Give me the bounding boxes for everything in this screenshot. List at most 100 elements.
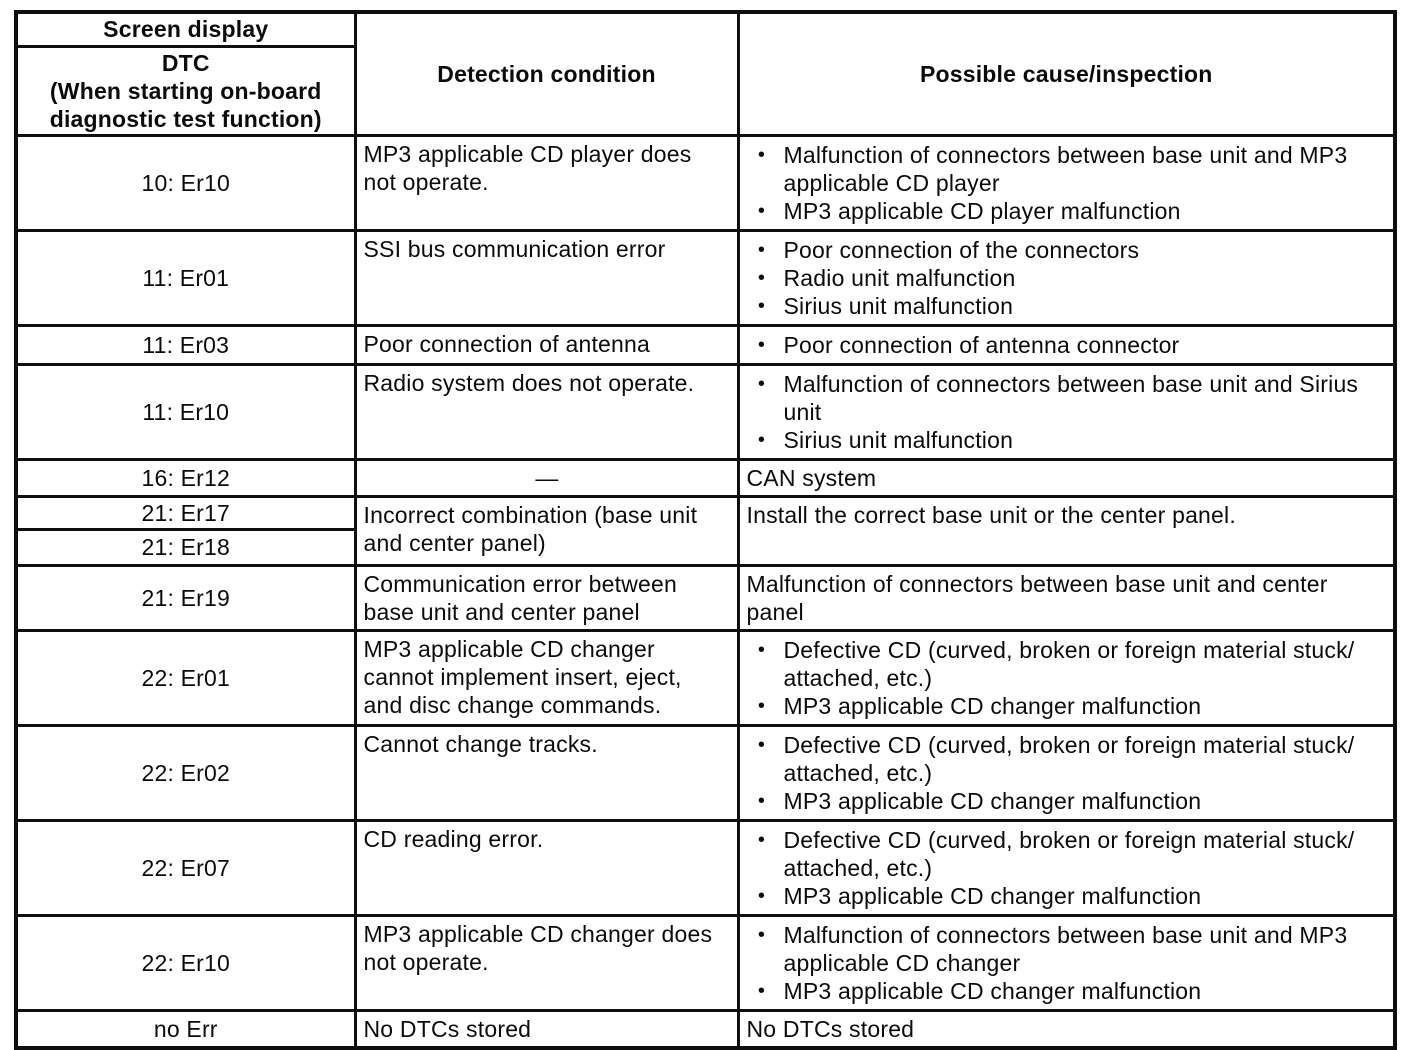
detection-cell: MP3 applicable CD player does not operat…: [353, 133, 740, 232]
cause-cell: Malfunction of connectors between base u…: [736, 563, 1397, 632]
detection-cell: MP3 applicable CD changer cannot impleme…: [353, 628, 740, 727]
cause-cell: CAN system: [736, 457, 1397, 498]
cause-item-text: Malfunction of connectors between base u…: [783, 141, 1348, 196]
table-row: 21: Er18: [14, 527, 1395, 567]
header-row-screen-display: Screen display Detection condition Possi…: [14, 10, 1397, 137]
cause-text: No DTCs stored: [746, 1015, 915, 1042]
detection-cell: Communication error between base unit an…: [353, 563, 740, 632]
cause-item-text: MP3 applicable CD changer malfunction: [783, 692, 1202, 719]
bullet-icon: •: [757, 828, 766, 851]
header-possible-cause: Possible cause/inspection: [736, 10, 1397, 137]
table-row: 11: Er10 Radio system does not operate. • M…: [14, 362, 1397, 461]
cause-bullet-list: • Malfunction of connectors between base …: [741, 367, 1392, 456]
table-row: 16: Er12— CAN system: [14, 457, 1397, 498]
bullet-icon: •: [757, 979, 766, 1002]
cause-bullet-list: • Malfunction of connectors between base …: [741, 918, 1392, 1007]
cause-cell: • Defective CD (curved, broken or foreign…: [736, 818, 1397, 917]
header-screen-display: Screen display: [14, 10, 357, 48]
bullet-icon: •: [757, 199, 766, 222]
cause-item: • MP3 applicable CD changer malfunction: [741, 977, 1387, 1005]
cause-cell: No DTCs stored: [736, 1008, 1397, 1049]
cause-item: • MP3 applicable CD changer malfunction: [741, 692, 1387, 720]
cause-cell: • Malfunction of connectors between base …: [736, 133, 1397, 232]
dtc-cell: 21: Er17: [14, 494, 357, 531]
cause-item: • Defective CD (curved, broken or foreign…: [741, 731, 1387, 787]
cause-bullet-list: • Poor connection of the connectors • Radio…: [741, 233, 1392, 322]
bullet-icon: •: [757, 143, 766, 166]
detection-cell: Cannot change tracks.: [353, 723, 740, 822]
dtc-cell: 22: Er07: [14, 818, 357, 917]
cause-item: • MP3 applicable CD player malfunction: [741, 197, 1387, 225]
detection-cell: —: [353, 457, 740, 498]
cause-item-text: Defective CD (curved, broken or foreign …: [783, 826, 1355, 881]
dtc-cell: 11: Er10: [14, 362, 357, 461]
cause-item: • Malfunction of connectors between base …: [741, 921, 1387, 977]
table-row: 10: Er10 MP3 applicable CD player does no…: [14, 133, 1397, 232]
detection-cell: Poor connection of antenna: [353, 323, 740, 366]
cause-cell: • Defective CD (curved, broken or foreign…: [736, 628, 1397, 727]
dtc-cell: 10: Er10: [14, 133, 357, 232]
cause-item: • Sirius unit malfunction: [741, 292, 1387, 320]
table-row: 22: Er07 CD reading error. • Defective CD (…: [14, 818, 1397, 917]
cause-item: • MP3 applicable CD changer malfunction: [741, 787, 1387, 815]
cause-cell: • Defective CD (curved, broken or foreign…: [736, 723, 1397, 822]
cause-item: • Sirius unit malfunction: [741, 426, 1387, 454]
cause-item: • Malfunction of connectors between base …: [741, 141, 1387, 197]
cause-item-text: Sirius unit malfunction: [783, 292, 1014, 319]
scanned-document-page: Screen display Detection condition Possi…: [14, 10, 1397, 1050]
table-row: 11: Er01 SSI bus communication error • Poor…: [14, 228, 1397, 327]
bullet-icon: •: [757, 638, 766, 661]
dtc-cell: 22: Er10: [14, 913, 357, 1012]
dtc-cell: 21: Er19: [14, 563, 357, 632]
cause-item: • Poor connection of the connectors: [741, 236, 1387, 264]
table-row: 11: Er03 Poor connection of antenna • Poor …: [14, 323, 1397, 366]
cause-item-text: Malfunction of connectors between base u…: [783, 921, 1348, 976]
cause-item-text: MP3 applicable CD changer malfunction: [783, 787, 1202, 814]
cause-item-text: Malfunction of connectors between base u…: [783, 370, 1359, 425]
cause-cell: • Poor connection of antenna connector: [736, 323, 1397, 366]
cause-bullet-list: • Defective CD (curved, broken or foreign…: [741, 728, 1392, 817]
bullet-icon: •: [757, 428, 766, 451]
dtc-cell: 11: Er03: [14, 323, 357, 366]
bullet-icon: •: [757, 238, 766, 261]
cause-bullet-list: • Defective CD (curved, broken or foreign…: [741, 633, 1392, 722]
table-row: no Err No DTCs stored No DTCs stored: [14, 1008, 1397, 1049]
cause-item-text: MP3 applicable CD changer malfunction: [783, 882, 1202, 909]
cause-item-text: Defective CD (curved, broken or foreign …: [783, 636, 1355, 691]
table-row: 22: Er02 Cannot change tracks. • Defective …: [14, 723, 1397, 822]
cause-item-text: Defective CD (curved, broken or foreign …: [783, 731, 1355, 786]
dtc-cell: 22: Er02: [14, 723, 357, 822]
cause-item-text: Poor connection of the connectors: [783, 236, 1140, 263]
cause-cell: Install the correct base unit or the cen…: [736, 494, 1397, 567]
table-row: 21: Er19 Communication error between base…: [14, 563, 1397, 632]
detection-cell: CD reading error.: [353, 818, 740, 917]
cause-text: CAN system: [746, 464, 877, 491]
cause-item: • Defective CD (curved, broken or foreign…: [741, 826, 1387, 882]
cause-item: • Poor connection of antenna connector: [741, 331, 1387, 359]
table-row: 22: Er10 MP3 applicable CD changer does n…: [14, 913, 1397, 1012]
table-header: Screen display Detection condition Possi…: [14, 10, 1397, 137]
cause-item-text: MP3 applicable CD player malfunction: [783, 197, 1181, 224]
bullet-icon: •: [757, 884, 766, 907]
cause-bullet-list: • Poor connection of antenna connector: [741, 328, 1392, 361]
bullet-icon: •: [757, 333, 766, 356]
cause-item: • Malfunction of connectors between base …: [741, 370, 1387, 426]
dtc-cell: 21: Er18: [14, 527, 357, 567]
dtc-cell: 22: Er01: [14, 628, 357, 727]
bullet-icon: •: [757, 733, 766, 756]
dtc-cell: 11: Er01: [14, 228, 357, 327]
cause-cell: • Poor connection of the connectors • Radio…: [736, 228, 1397, 327]
table-row: 21: Er17 Incorrect combination (base unit…: [14, 494, 1397, 567]
cause-cell: • Malfunction of connectors between base …: [736, 913, 1397, 1012]
cause-cell: • Malfunction of connectors between base …: [736, 362, 1397, 461]
cause-item: • MP3 applicable CD changer malfunction: [741, 882, 1387, 910]
table-body: 10: Er10 MP3 applicable CD player does no…: [14, 133, 1397, 1049]
bullet-icon: •: [757, 294, 766, 317]
cause-text: Malfunction of connectors between base u…: [746, 570, 1328, 625]
detection-cell: Radio system does not operate.: [353, 362, 740, 461]
cause-item: • Radio unit malfunction: [741, 264, 1387, 292]
header-detection-condition: Detection condition: [353, 10, 740, 137]
bullet-icon: •: [757, 694, 766, 717]
cause-item: • Defective CD (curved, broken or foreign…: [741, 636, 1387, 692]
cause-bullet-list: • Malfunction of connectors between base …: [741, 138, 1392, 227]
